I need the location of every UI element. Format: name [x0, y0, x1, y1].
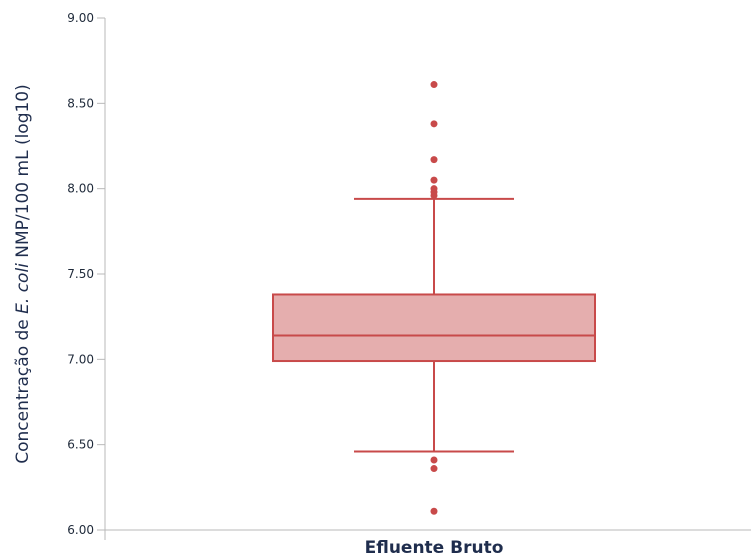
y-tick-label: 8.50: [67, 96, 94, 110]
outlier-point: [430, 507, 438, 515]
outlier-point: [430, 185, 438, 193]
y-tick-label: 7.50: [67, 267, 94, 281]
iqr-box: [272, 293, 596, 363]
y-axis-label-pre: Concentração de: [13, 314, 33, 464]
y-axis-label-italic: E. coli: [13, 263, 33, 314]
y-tick-label: 6.00: [67, 523, 94, 537]
outlier-point: [430, 81, 438, 89]
outlier-point: [430, 456, 438, 464]
y-axis-label-post: NMP/100 mL (log10): [13, 84, 33, 263]
y-tick-label: 7.00: [67, 352, 94, 366]
plot-area: [272, 81, 596, 515]
y-axis-label: Concentração de E. coli NMP/100 mL (log1…: [13, 84, 33, 464]
outlier-point: [430, 120, 438, 128]
x-axis-label: Efluente Bruto: [365, 538, 504, 558]
outlier-point: [430, 176, 438, 184]
y-ticks: 6.00 6.50 7.00 7.50 8.00 8.50 9.00: [67, 11, 105, 537]
y-tick-label: 8.00: [67, 182, 94, 196]
outlier-point: [430, 465, 438, 473]
x-axis: [104, 529, 751, 540]
y-tick-label: 6.50: [67, 438, 94, 452]
outlier-point: [430, 156, 438, 164]
y-tick-label: 9.00: [67, 11, 94, 25]
